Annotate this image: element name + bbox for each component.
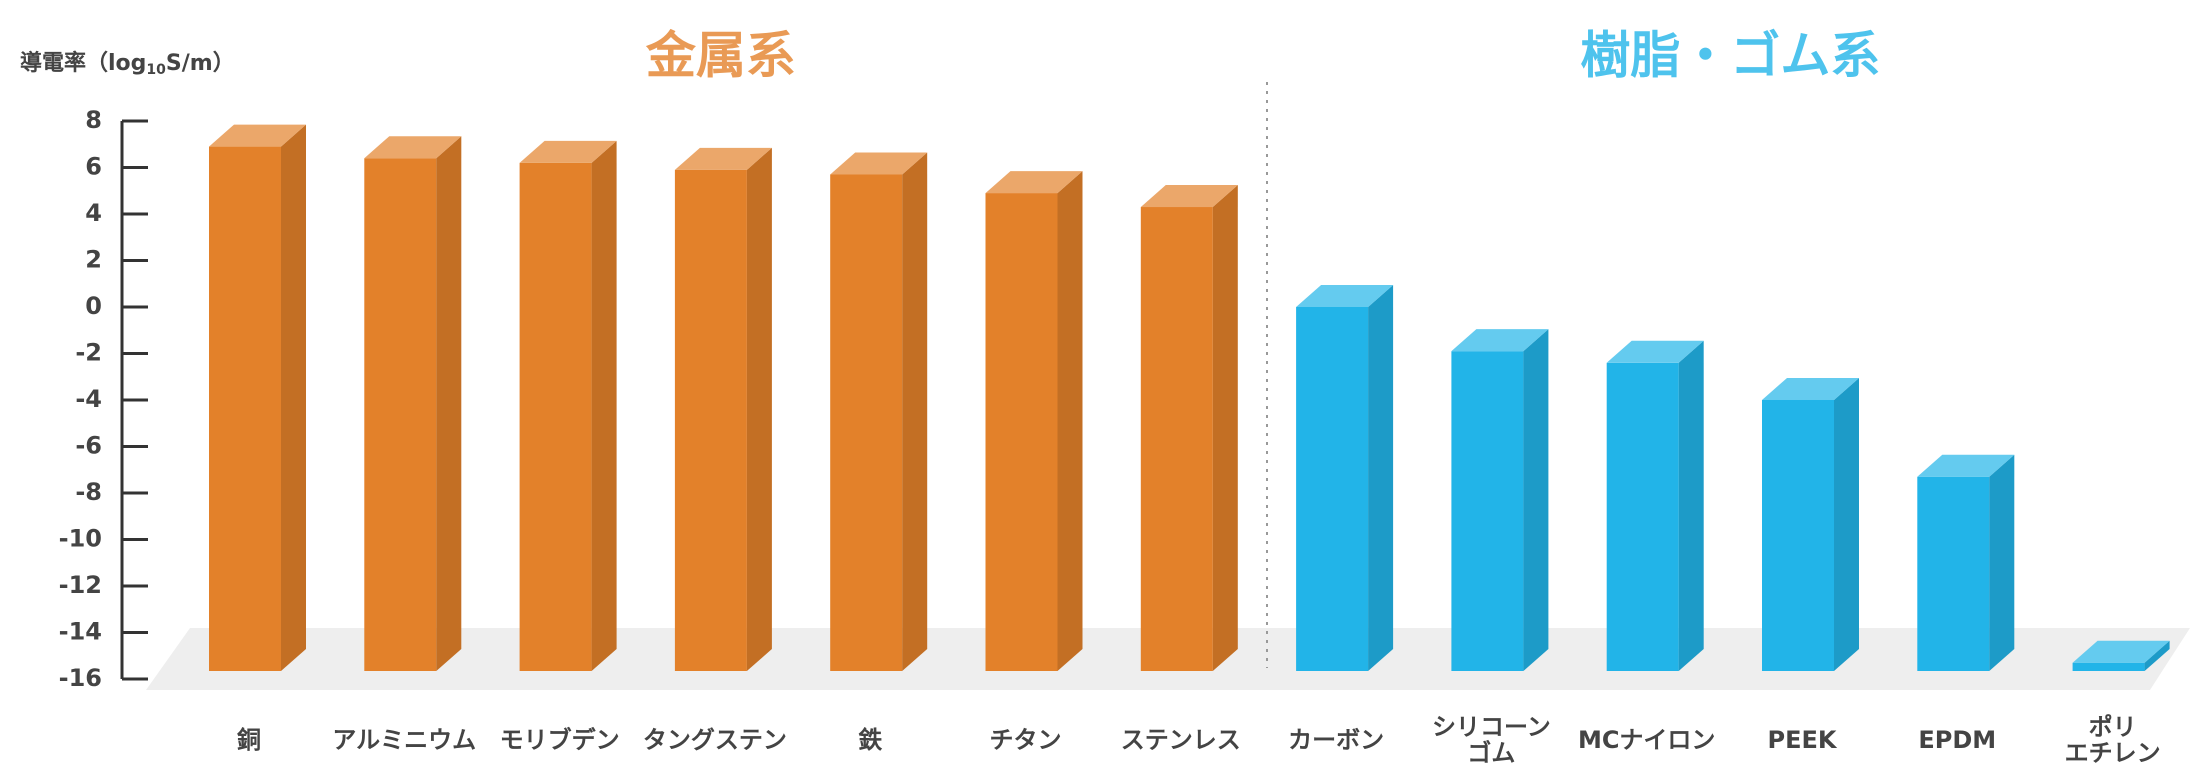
- y-tick-label: -4: [75, 385, 102, 413]
- y-tick-label: -2: [75, 339, 102, 367]
- y-label-part: 導電率（log: [20, 50, 146, 76]
- x-tick-label: 鉄: [858, 726, 883, 754]
- bar-side: [436, 136, 462, 671]
- bar-top: [674, 147, 772, 170]
- bar-front: [1917, 476, 1990, 671]
- bar-top: [209, 124, 306, 147]
- bar-side: [281, 124, 306, 671]
- bar-front: [1606, 362, 1679, 671]
- bar-top: [1140, 185, 1238, 208]
- bar-side: [1678, 340, 1704, 671]
- bar-side: [591, 140, 617, 672]
- bar-front: [1762, 400, 1834, 671]
- bar-side: [902, 152, 928, 672]
- x-tick-label: シリコーン ゴム: [1431, 713, 1551, 767]
- bar-front: [1296, 307, 1369, 671]
- group-title: 樹脂・ゴム系: [1580, 27, 1880, 85]
- x-tick-label: EPDM: [1918, 726, 1997, 754]
- y-tick-label: -16: [59, 664, 102, 692]
- bar-front: [209, 146, 281, 671]
- y-tick-label: -10: [59, 525, 102, 553]
- bar-side: [1989, 454, 2015, 671]
- bar-side: [1368, 285, 1394, 671]
- bar-front: [830, 174, 903, 671]
- bar-front: [364, 158, 437, 671]
- bar-top: [1296, 285, 1394, 307]
- y-tick-label: -14: [59, 618, 102, 646]
- y-axis-label: 導電率（log10S/m）: [20, 50, 235, 78]
- y-tick-label: 8: [85, 106, 102, 134]
- x-tick-label: MCナイロン: [1577, 726, 1716, 754]
- y-tick-label: 4: [85, 199, 102, 227]
- bar-top: [2072, 640, 2170, 663]
- bar-top: [985, 171, 1083, 194]
- bar-side: [746, 147, 772, 671]
- y-tick-label: 0: [85, 292, 102, 320]
- bar-top: [519, 140, 617, 163]
- bar-front: [674, 169, 747, 671]
- x-tick-label: チタン: [989, 726, 1062, 754]
- x-tick-label: タングステン: [642, 726, 787, 754]
- y-tick-label: -12: [59, 571, 102, 599]
- bar-top: [1606, 340, 1704, 363]
- x-tick-label: ポリ エチレン: [2064, 713, 2161, 767]
- y-tick-label: -8: [75, 478, 102, 506]
- y-tick-label: 2: [85, 246, 102, 274]
- bar-front: [519, 162, 592, 671]
- y-tick-label: -6: [75, 432, 102, 460]
- bar-top: [1917, 454, 2015, 477]
- y-label-sub: 10: [146, 62, 166, 78]
- bar-front: [1451, 351, 1524, 671]
- x-tick-label: モリブデン: [499, 726, 620, 754]
- bar-top: [1762, 378, 1859, 400]
- bar-top: [1451, 329, 1549, 352]
- bar-side: [1523, 329, 1549, 671]
- bar-side: [1212, 185, 1238, 671]
- x-tick-label: PEEK: [1767, 726, 1837, 754]
- bar-side: [2144, 640, 2170, 671]
- bar-top: [364, 136, 462, 159]
- bar-side: [1834, 378, 1859, 671]
- x-tick-label: アルミニウム: [332, 726, 477, 754]
- x-tick-label: 銅: [237, 726, 261, 754]
- bar-front: [985, 193, 1058, 671]
- bar-side: [1057, 171, 1083, 671]
- y-tick-label: 6: [85, 153, 102, 181]
- bar-front: [1140, 207, 1213, 671]
- bar-top: [830, 152, 928, 175]
- x-tick-label: ステンレス: [1120, 726, 1241, 754]
- group-title: 金属系: [646, 27, 796, 85]
- bar-front: [2072, 662, 2145, 671]
- y-label-part: S/m）: [166, 51, 235, 76]
- x-tick-label: カーボン: [1288, 726, 1385, 754]
